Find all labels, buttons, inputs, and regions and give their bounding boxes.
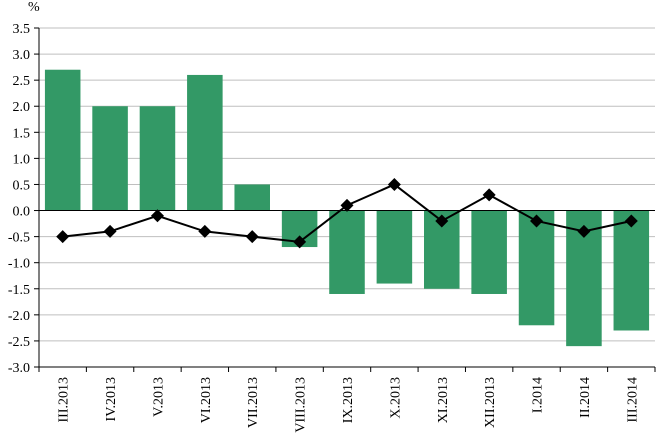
x-tick-label: XI.2013 [436,377,451,423]
x-tick-label: VI.2013 [199,377,214,423]
x-tick-labels: III.2013 IV.2013 V.2013 VI.2013 VII.2013 VIII… [57,377,641,433]
line-point [530,214,544,228]
x-tick-label: X.2013 [388,377,403,419]
y-tick-label: 2.0 [13,100,31,115]
x-tick-label: VII.2013 [246,377,261,428]
line-series [56,177,638,249]
line-point [293,235,307,249]
x-tick-label: V.2013 [151,377,166,417]
bar [329,210,365,294]
y-tick-label: 2.5 [13,74,31,89]
y-tick-label: 3.0 [13,48,31,63]
line-point [56,230,70,244]
bar [44,69,81,211]
x-tick-label: III.2013 [57,377,72,423]
y-tick-label: -1.5 [8,283,30,298]
x-tick-label: II.2014 [578,377,593,418]
bar [234,184,270,211]
x-tick-label: IV.2013 [104,377,119,421]
bar [187,74,223,211]
line-point [198,224,212,238]
x-tick-label: III.2014 [625,377,640,423]
bar [471,210,507,294]
y-tick-label: -2.0 [8,309,30,324]
line-point [245,230,259,244]
bar [518,210,555,326]
line-point [103,224,117,238]
x-tick-label: XII.2013 [483,377,498,428]
y-tick-label: 0.5 [13,178,31,193]
bar [613,210,650,331]
y-tick-labels: 3.5 3.0 2.5 2.0 1.5 1.0 0.5 0.0 -0.5 -1.0 -1.5 -2.0… [8,22,30,376]
line-point [340,198,354,212]
line-point [387,177,401,191]
bar [92,106,128,211]
y-tick-label: -2.5 [8,335,30,350]
y-tick-label: 3.5 [13,22,31,37]
x-tick-label: I.2014 [531,377,546,413]
y-tick-label: -3.0 [8,361,30,376]
y-axis-unit-label: % [28,0,40,15]
line-point [577,224,591,238]
x-tick-label: VIII.2013 [294,377,309,433]
line-point [150,209,164,223]
y-tick-label: 0.0 [13,205,31,220]
y-tick-label: 1.0 [13,152,31,167]
axes [38,28,656,372]
line-point [624,214,638,228]
line-point [482,188,496,202]
line-point [435,214,449,228]
y-tick-label: -1.0 [8,257,30,272]
bar [139,106,176,211]
y-tick-label: -0.5 [8,231,30,246]
y-tick-label: 1.5 [13,126,31,141]
x-tick-label: IX.2013 [341,377,356,423]
bar [376,210,413,284]
